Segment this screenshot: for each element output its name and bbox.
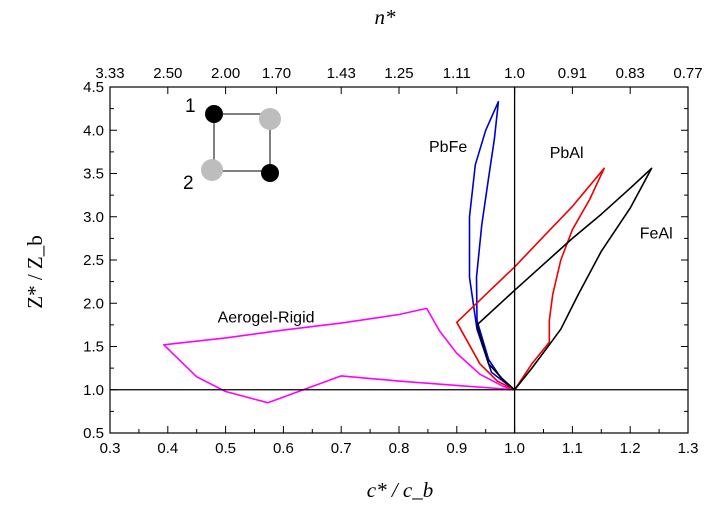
curves (163, 100, 653, 404)
top-tick-label: 0.77 (673, 65, 702, 82)
annotation-pbfe: PbFe (429, 139, 467, 156)
x-tick-label: 0.4 (157, 440, 178, 457)
top-axis-title: n* (375, 5, 397, 29)
tick-labels: 0.3 0.4 0.5 0.6 0.7 0.8 0.9 1.0 1.1 1.2 1.3 0.5 1.0 1… (83, 65, 702, 457)
y-tick-label: 2.5 (83, 252, 104, 269)
x-tick-label: 0.3 (100, 440, 121, 457)
x-tick-label: 0.9 (446, 440, 467, 457)
series-pbfe (468, 100, 516, 391)
y-tick-label: 4.5 (83, 79, 104, 96)
series-aerogel-rigid (163, 307, 515, 404)
inset-square (213, 113, 271, 172)
series-pbal (456, 167, 605, 391)
x-tick-label: 1.3 (678, 440, 699, 457)
series-feal (476, 167, 653, 391)
inset-label-2: 2 (183, 173, 194, 194)
y-tick-label: 4.0 (83, 122, 104, 139)
annotation-aerogel-rigid: Aerogel-Rigid (218, 309, 315, 326)
y-tick-label: 1.5 (83, 339, 104, 356)
inset-atom-2-top (259, 108, 281, 130)
x-tick-label: 0.5 (215, 440, 236, 457)
y-tick-label: 3.5 (83, 166, 104, 183)
x-tick-label: 0.6 (273, 440, 294, 457)
top-tick-label: 1.43 (327, 65, 356, 82)
x-tick-label: 1.2 (620, 440, 641, 457)
reference-lines (110, 87, 688, 433)
inset-atom-2-bottom (201, 159, 223, 181)
top-tick-label: 3.33 (95, 65, 124, 82)
y-tick-label: 2.0 (83, 295, 104, 312)
y-tick-label: 3.0 (83, 209, 104, 226)
top-tick-label: 1.25 (384, 65, 413, 82)
x-tick-label: 0.8 (389, 440, 410, 457)
top-tick-label: 2.00 (211, 65, 240, 82)
y-tick-label: 1.0 (83, 382, 104, 399)
annotation-feal: FeAl (640, 225, 673, 242)
top-tick-label: 1.11 (443, 65, 471, 82)
inset-label-1: 1 (185, 96, 196, 117)
top-tick-label: 1.0 (504, 65, 525, 82)
x-tick-label: 1.1 (562, 440, 583, 457)
x-tick-label: 0.7 (331, 440, 352, 457)
annotation-pbal: PbAl (550, 145, 584, 162)
axis-ticks (109, 86, 689, 434)
x-axis-title: c* / c_b (367, 478, 433, 502)
inset-atom-1-bottom (261, 164, 279, 182)
y-tick-label: 0.5 (83, 425, 104, 442)
inset-atom-1-top (205, 105, 223, 123)
top-tick-label: 1.70 (262, 65, 291, 82)
inset-diagram: 1 2 (183, 96, 281, 194)
top-tick-label: 2.50 (153, 65, 182, 82)
x-tick-label: 1.0 (504, 440, 525, 457)
series-annotations: Aerogel-Rigid PbFe PbAl FeAl (218, 139, 673, 326)
top-tick-label: 0.91 (558, 65, 587, 82)
top-tick-label: 0.83 (616, 65, 645, 82)
y-axis-title: Z* / Z_b (23, 235, 47, 309)
